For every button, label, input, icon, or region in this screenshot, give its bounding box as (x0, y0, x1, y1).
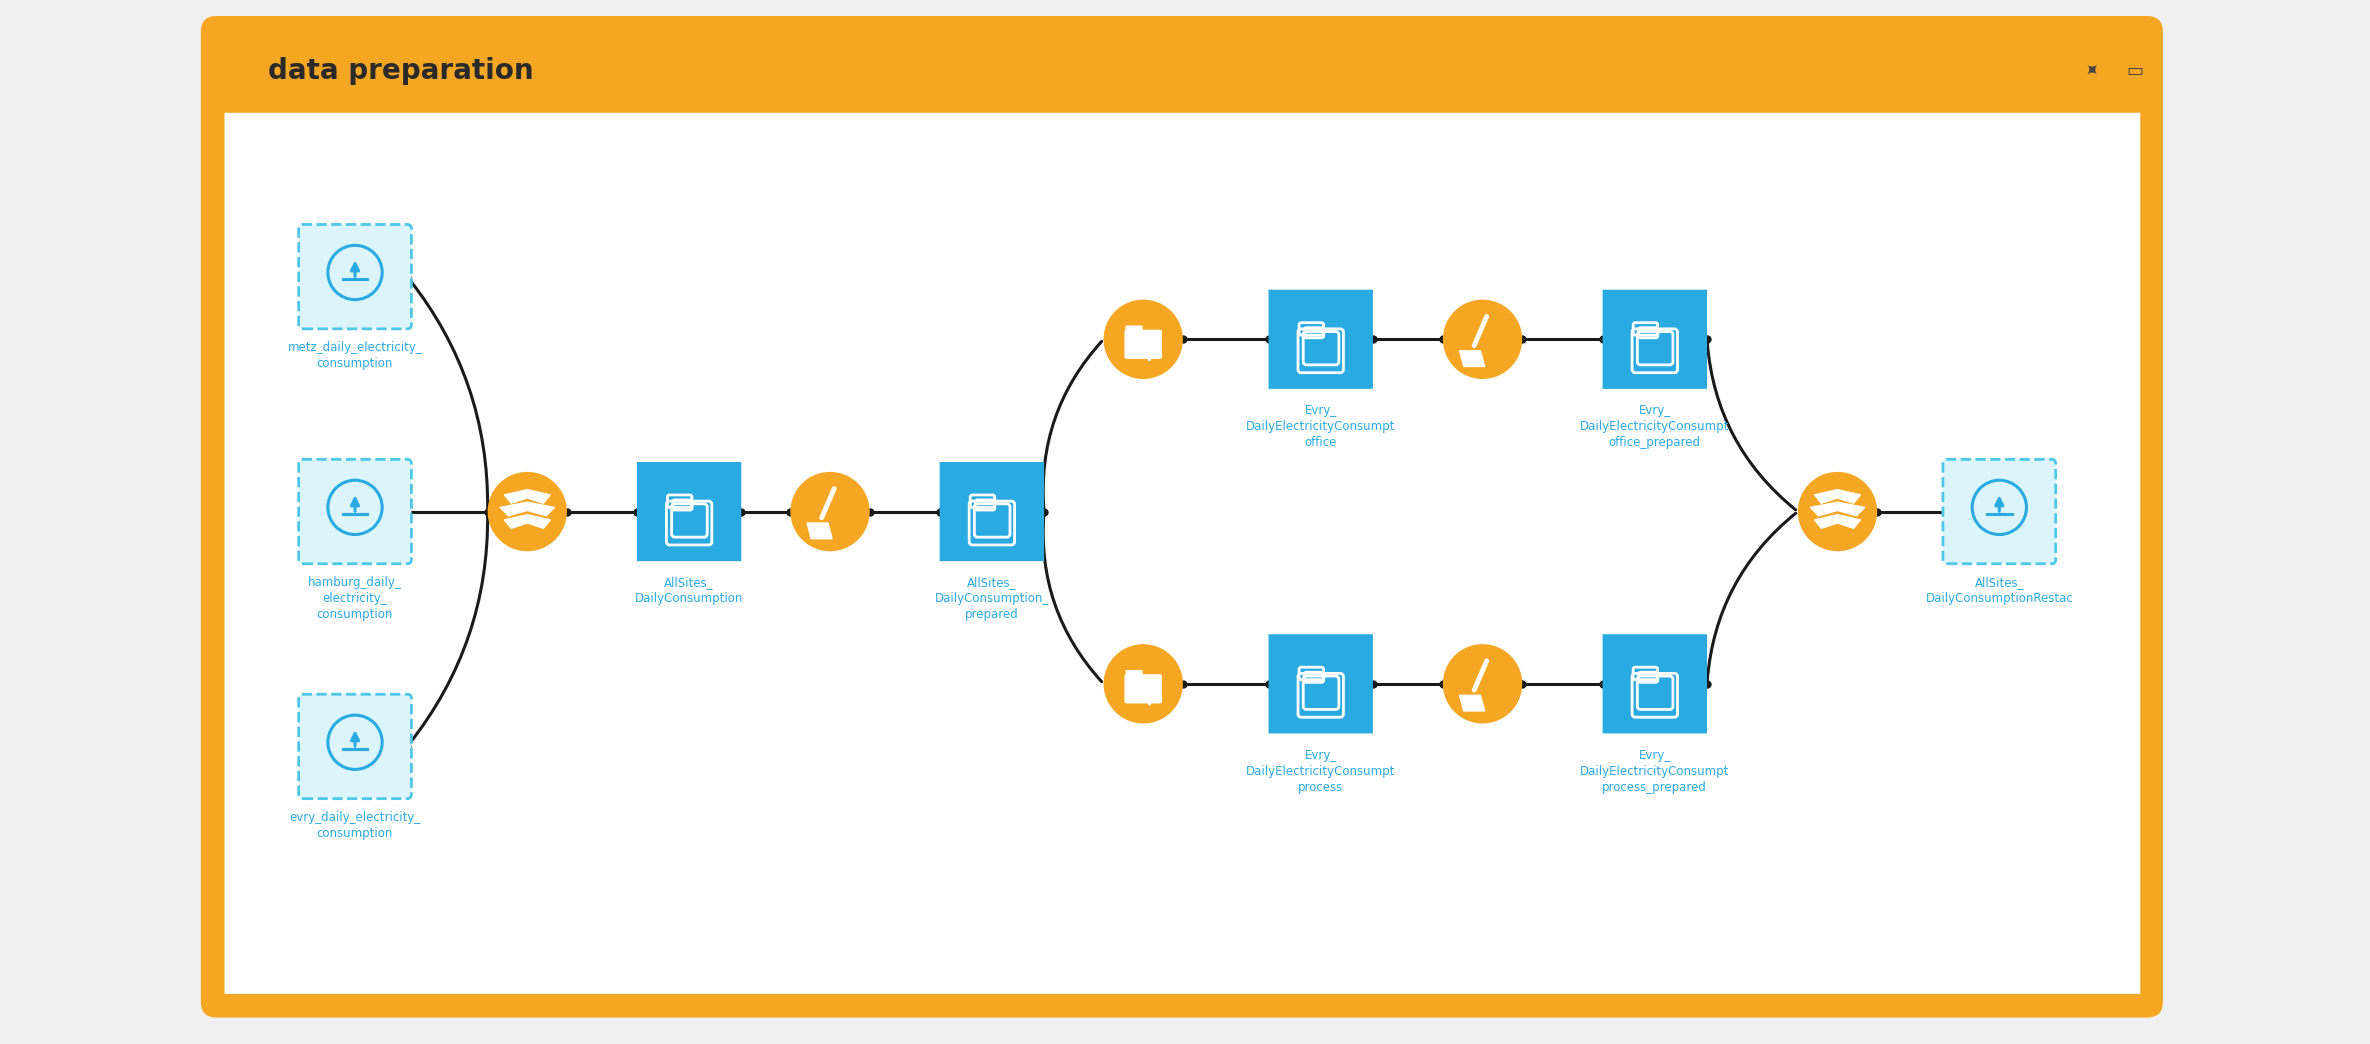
Text: Evry_
DailyElectricityConsumpt
process_prepared: Evry_ DailyElectricityConsumpt process_p… (1581, 749, 1730, 793)
Text: AllSites_
DailyConsumption_
prepared: AllSites_ DailyConsumption_ prepared (934, 576, 1050, 621)
Polygon shape (808, 523, 832, 539)
Circle shape (1104, 300, 1183, 379)
Polygon shape (500, 502, 555, 516)
Text: evry_daily_electricity_
consumption: evry_daily_electricity_ consumption (289, 811, 419, 840)
Text: AllSites_
DailyConsumption: AllSites_ DailyConsumption (635, 576, 744, 606)
FancyBboxPatch shape (299, 694, 412, 799)
Circle shape (488, 472, 566, 551)
Text: data preparation: data preparation (268, 57, 533, 85)
FancyBboxPatch shape (216, 31, 2147, 110)
FancyBboxPatch shape (1126, 326, 1142, 334)
Text: AllSites_
DailyConsumptionRestac: AllSites_ DailyConsumptionRestac (1924, 576, 2074, 606)
FancyBboxPatch shape (1123, 674, 1161, 704)
Circle shape (789, 472, 870, 551)
Polygon shape (1815, 515, 1860, 528)
Text: Evry_
DailyElectricityConsumpt
office: Evry_ DailyElectricityConsumpt office (1247, 404, 1396, 449)
Circle shape (327, 480, 382, 535)
Circle shape (327, 245, 382, 300)
Polygon shape (505, 515, 550, 528)
FancyBboxPatch shape (225, 113, 2140, 994)
Text: Evry_
DailyElectricityConsumpt
process: Evry_ DailyElectricityConsumpt process (1247, 749, 1396, 793)
FancyBboxPatch shape (1126, 670, 1142, 679)
Text: ▭: ▭ (2126, 62, 2142, 80)
FancyBboxPatch shape (204, 19, 2159, 1015)
Circle shape (1104, 644, 1183, 723)
FancyBboxPatch shape (1268, 635, 1372, 733)
FancyBboxPatch shape (1602, 635, 1706, 733)
FancyBboxPatch shape (638, 461, 742, 562)
Text: ✦: ✦ (2081, 60, 2105, 82)
Polygon shape (505, 490, 550, 503)
FancyBboxPatch shape (1123, 330, 1161, 359)
Circle shape (1443, 300, 1522, 379)
FancyBboxPatch shape (1602, 289, 1706, 388)
Text: hamburg_daily_
electricity_
consumption: hamburg_daily_ electricity_ consumption (308, 576, 403, 621)
FancyBboxPatch shape (939, 461, 1045, 562)
Circle shape (1799, 472, 1877, 551)
Circle shape (1972, 480, 2026, 535)
Polygon shape (1815, 490, 1860, 503)
FancyBboxPatch shape (299, 459, 412, 564)
FancyBboxPatch shape (1943, 459, 2055, 564)
Circle shape (327, 715, 382, 769)
Text: metz_daily_electricity_
consumption: metz_daily_electricity_ consumption (287, 341, 422, 371)
Polygon shape (1811, 502, 1865, 516)
FancyBboxPatch shape (299, 224, 412, 329)
Polygon shape (1460, 695, 1484, 711)
Circle shape (1443, 644, 1522, 723)
FancyBboxPatch shape (1268, 289, 1372, 388)
Text: Evry_
DailyElectricityConsumpt
office_prepared: Evry_ DailyElectricityConsumpt office_pr… (1581, 404, 1730, 449)
Polygon shape (1460, 351, 1484, 366)
